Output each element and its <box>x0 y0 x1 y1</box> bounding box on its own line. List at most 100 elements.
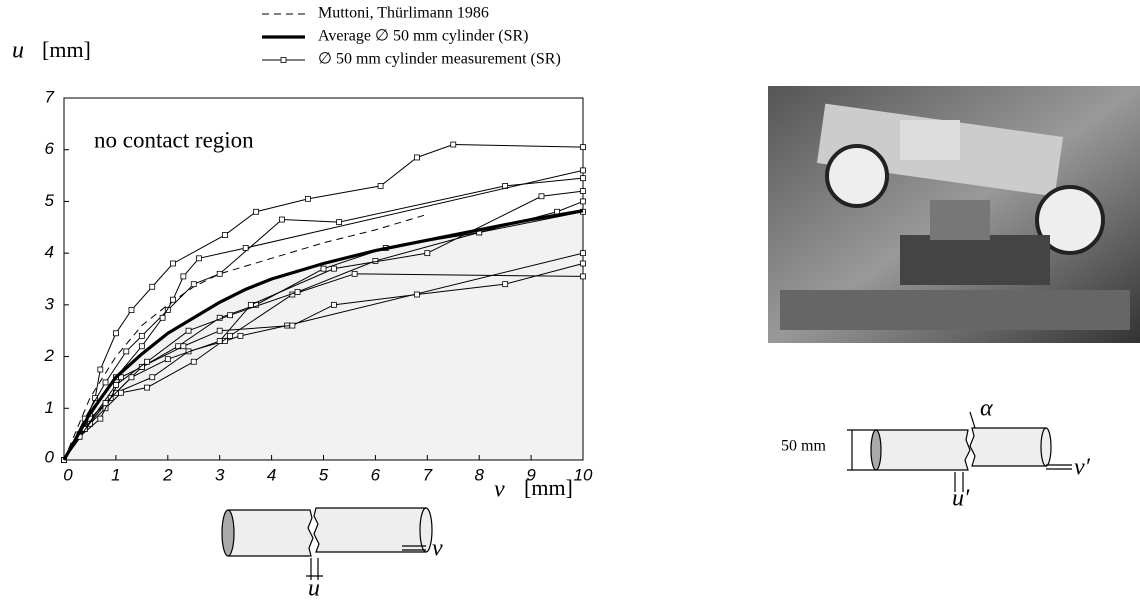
marker <box>113 382 119 388</box>
marker <box>502 281 509 288</box>
y-axis-label: u <box>12 38 24 64</box>
marker <box>190 358 197 365</box>
marker <box>580 175 586 182</box>
marker <box>216 270 223 277</box>
diagram-label: u <box>308 576 320 602</box>
cylinder-diagram <box>847 411 1072 492</box>
y-tick-label: 1 <box>45 398 54 417</box>
y-tick-label: 4 <box>45 243 54 262</box>
marker <box>450 141 457 148</box>
marker <box>113 330 119 337</box>
marker <box>253 208 259 215</box>
y-tick-label: 2 <box>44 346 55 365</box>
legend-marker <box>280 57 287 63</box>
marker <box>180 273 187 280</box>
marker <box>97 366 104 373</box>
marker <box>330 301 337 308</box>
x-tick-label: 10 <box>574 465 593 484</box>
marker <box>227 312 233 319</box>
marker <box>185 327 192 334</box>
marker <box>164 356 171 363</box>
marker <box>102 400 109 407</box>
series-line <box>62 209 584 461</box>
marker <box>227 332 233 339</box>
y-axis-unit: [mm] <box>42 37 91 62</box>
marker <box>102 379 109 386</box>
marker <box>320 265 327 272</box>
marker <box>164 307 171 313</box>
diagram-label: v <box>432 536 443 562</box>
marker <box>330 265 337 272</box>
x-axis-label: v <box>494 477 505 503</box>
marker <box>247 301 254 308</box>
marker <box>294 289 301 295</box>
marker <box>196 255 202 262</box>
marker <box>123 348 130 355</box>
marker <box>424 250 431 257</box>
series-line <box>63 263 584 461</box>
marker <box>351 270 358 277</box>
marker <box>279 216 285 223</box>
marker <box>580 167 586 174</box>
marker <box>580 144 586 151</box>
marker <box>221 232 228 238</box>
marker <box>372 257 379 264</box>
marker <box>580 260 586 267</box>
x-tick-label: 0 <box>63 465 73 484</box>
x-tick-label: 4 <box>267 465 276 484</box>
marker <box>149 283 156 290</box>
marker <box>305 195 311 202</box>
marker <box>118 389 124 396</box>
marker <box>180 343 187 350</box>
marker <box>377 183 384 189</box>
marker <box>118 374 124 381</box>
marker <box>128 374 135 381</box>
marker <box>289 322 296 329</box>
x-tick-label: 3 <box>215 465 225 484</box>
marker <box>128 307 135 313</box>
annotation: no contact region <box>94 127 254 152</box>
legend-label: ∅ 50 mm cylinder measurement (SR) <box>318 51 561 68</box>
marker <box>138 332 145 339</box>
marker <box>144 358 150 365</box>
marker <box>414 291 420 298</box>
marker <box>538 193 545 200</box>
marker <box>336 219 342 226</box>
marker <box>580 198 586 205</box>
x-tick-label: 7 <box>423 465 433 484</box>
diagram-label: v′ <box>1074 455 1091 481</box>
diagram-label: 50 mm <box>781 438 826 455</box>
y-tick-label: 3 <box>45 294 55 313</box>
marker <box>138 343 145 350</box>
marker <box>580 250 586 257</box>
marker <box>159 314 166 321</box>
shaded-region <box>64 210 583 460</box>
marker <box>414 154 420 161</box>
y-tick-label: 5 <box>45 191 55 210</box>
marker <box>580 273 586 280</box>
x-tick-label: 9 <box>526 465 536 484</box>
marker <box>190 281 197 288</box>
marker <box>97 415 104 422</box>
marker <box>216 327 223 334</box>
series-line <box>63 211 584 461</box>
marker <box>580 188 586 194</box>
cylinder-diagram <box>221 507 433 580</box>
y-tick-label: 7 <box>45 87 55 106</box>
y-tick-label: 0 <box>45 447 55 466</box>
marker <box>216 338 223 344</box>
x-tick-label: 2 <box>162 465 173 484</box>
series-line <box>63 177 584 461</box>
diagram-label: α <box>980 396 993 422</box>
x-tick-label: 5 <box>319 465 329 484</box>
legend-label: Muttoni, Thürlimann 1986 <box>318 5 489 22</box>
marker <box>170 260 176 267</box>
diagram-label: u′ <box>952 486 970 512</box>
marker <box>170 296 176 303</box>
x-tick-label: 8 <box>474 465 484 484</box>
legend-label: Average ∅ 50 mm cylinder (SR) <box>318 28 528 45</box>
photo <box>768 86 1140 343</box>
x-tick-label: 1 <box>111 465 120 484</box>
x-axis-unit: [mm] <box>524 475 573 500</box>
